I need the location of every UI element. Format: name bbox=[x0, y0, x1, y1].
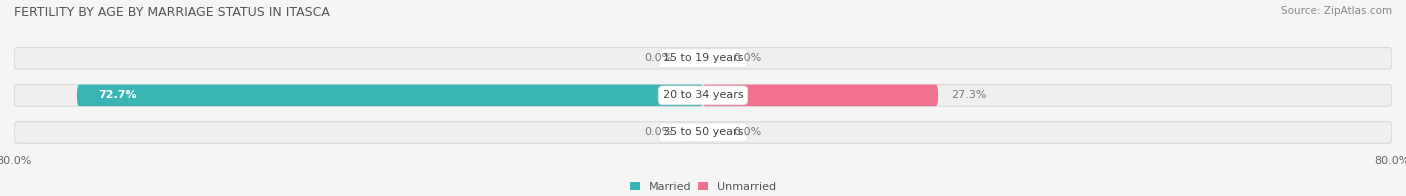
Text: 27.3%: 27.3% bbox=[950, 90, 987, 100]
Text: 72.7%: 72.7% bbox=[98, 90, 136, 100]
FancyBboxPatch shape bbox=[703, 123, 724, 142]
Text: 0.0%: 0.0% bbox=[733, 53, 762, 63]
Text: 0.0%: 0.0% bbox=[733, 127, 762, 137]
FancyBboxPatch shape bbox=[703, 85, 938, 106]
Text: 0.0%: 0.0% bbox=[644, 127, 673, 137]
Text: 35 to 50 years: 35 to 50 years bbox=[662, 127, 744, 137]
FancyBboxPatch shape bbox=[14, 122, 1392, 143]
FancyBboxPatch shape bbox=[14, 47, 1392, 69]
FancyBboxPatch shape bbox=[77, 85, 703, 106]
FancyBboxPatch shape bbox=[14, 85, 1392, 106]
Legend: Married, Unmarried: Married, Unmarried bbox=[630, 182, 776, 192]
FancyBboxPatch shape bbox=[703, 49, 724, 67]
Text: 15 to 19 years: 15 to 19 years bbox=[662, 53, 744, 63]
FancyBboxPatch shape bbox=[682, 123, 703, 142]
Text: Source: ZipAtlas.com: Source: ZipAtlas.com bbox=[1281, 6, 1392, 16]
Text: 20 to 34 years: 20 to 34 years bbox=[662, 90, 744, 100]
FancyBboxPatch shape bbox=[682, 49, 703, 67]
Text: FERTILITY BY AGE BY MARRIAGE STATUS IN ITASCA: FERTILITY BY AGE BY MARRIAGE STATUS IN I… bbox=[14, 6, 330, 19]
Text: 0.0%: 0.0% bbox=[644, 53, 673, 63]
